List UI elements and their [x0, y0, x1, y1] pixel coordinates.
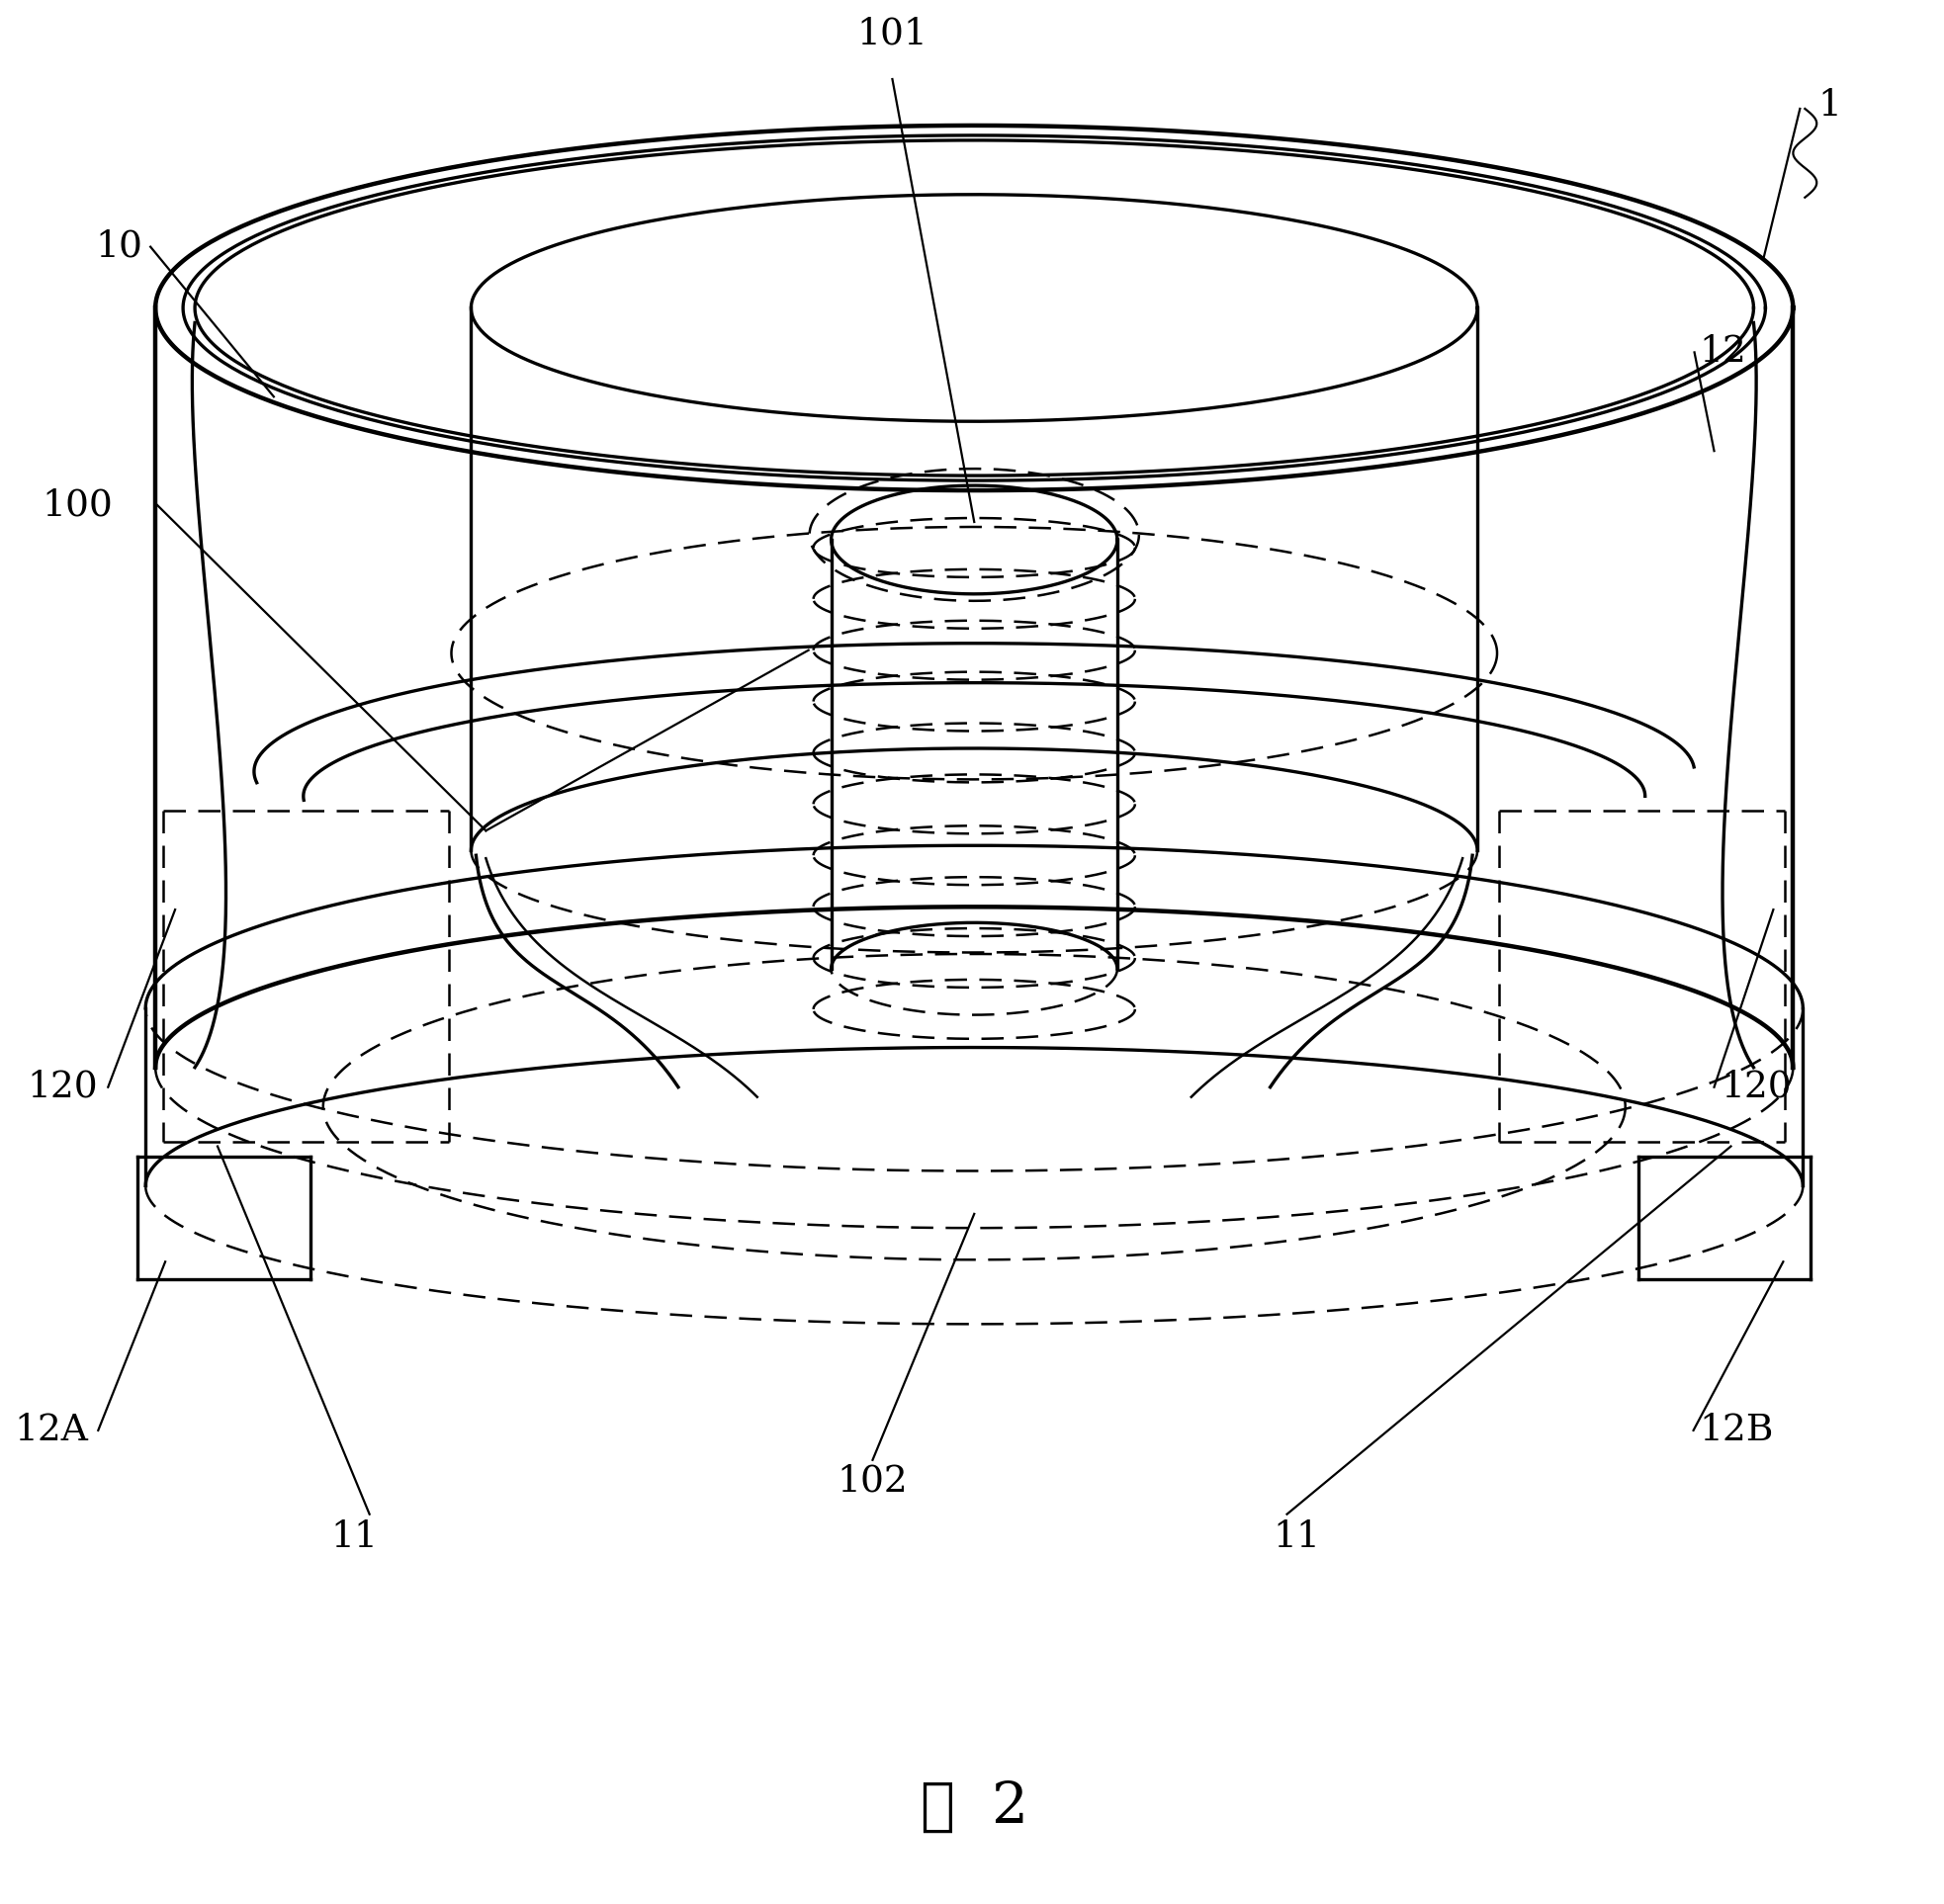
Text: 11: 11: [1273, 1519, 1320, 1556]
Text: 1: 1: [1818, 88, 1841, 124]
Text: 图  2: 图 2: [920, 1780, 1028, 1835]
Text: 120: 120: [1720, 1070, 1792, 1104]
Text: 12A: 12A: [14, 1413, 87, 1449]
Text: 101: 101: [857, 15, 927, 51]
Text: 11: 11: [330, 1519, 379, 1556]
Text: 120: 120: [27, 1070, 99, 1104]
Text: 12: 12: [1699, 335, 1746, 369]
Text: 12B: 12B: [1699, 1413, 1773, 1449]
Text: 10: 10: [95, 228, 142, 265]
Text: 100: 100: [43, 487, 113, 524]
Text: 102: 102: [838, 1464, 908, 1500]
